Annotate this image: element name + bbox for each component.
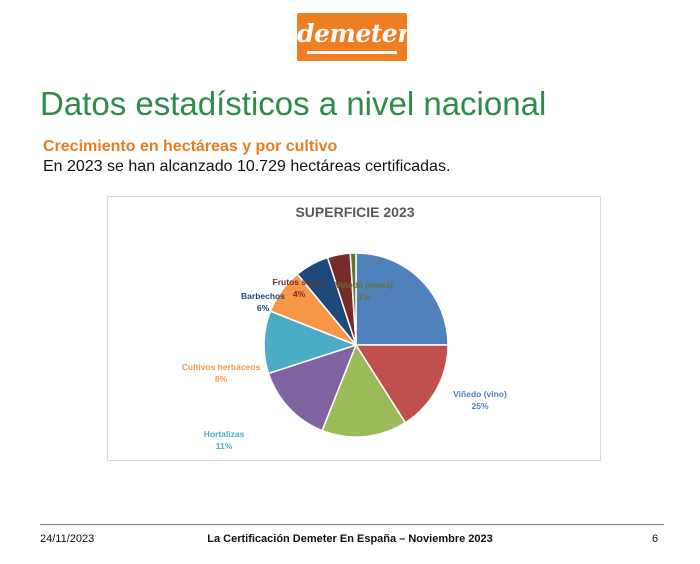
logo-wordmark: demeter <box>297 19 410 48</box>
slice-label-4: Hortalizas <box>204 429 245 439</box>
slice-label-7: Frutos secos <box>273 277 326 287</box>
footer-title: La Certificación Demeter En España – Nov… <box>207 533 493 545</box>
logo-stripe <box>307 51 397 54</box>
slice-value-5: 8% <box>215 374 228 384</box>
footer-date: 24/11/2023 <box>40 533 95 545</box>
demeter-logo: demeter <box>297 13 410 61</box>
pie-slice-0 <box>355 252 449 346</box>
footer-divider <box>40 524 664 525</box>
slice-value-6: 6% <box>257 303 270 313</box>
pie-chart-frame: SUPERFICIE 2023 Viñedo (vino)25%Cítricos… <box>107 196 601 461</box>
pie-slice-1 <box>354 344 449 424</box>
slice-value-4: 11% <box>216 441 233 451</box>
slide-title: Datos estadísticos a nivel nacional <box>40 85 547 122</box>
slice-label-5: Cultivos herbáceos <box>182 362 261 372</box>
slice-value-7: 4% <box>293 289 306 299</box>
pie-chart: SUPERFICIE 2023 Viñedo (vino)25%Cítricos… <box>182 204 507 451</box>
slice-label-8: Viñedo (mesa) <box>335 280 393 290</box>
slide-lead-text: En 2023 se han alcanzado 10.729 hectárea… <box>43 158 451 175</box>
slice-value-8: 1% <box>358 292 371 302</box>
pie-slice-8 <box>349 252 357 346</box>
slice-label-6: Barbechos <box>241 291 285 301</box>
chart-title: SUPERFICIE 2023 <box>295 204 414 220</box>
slide-subtitle: Crecimiento en hectáreas y por cultivo <box>43 138 338 155</box>
slice-label-0: Viñedo (vino) <box>453 389 507 399</box>
pie-slice-2 <box>321 343 407 438</box>
page-number: 6 <box>652 533 659 545</box>
slice-value-0: 25% <box>471 401 488 411</box>
